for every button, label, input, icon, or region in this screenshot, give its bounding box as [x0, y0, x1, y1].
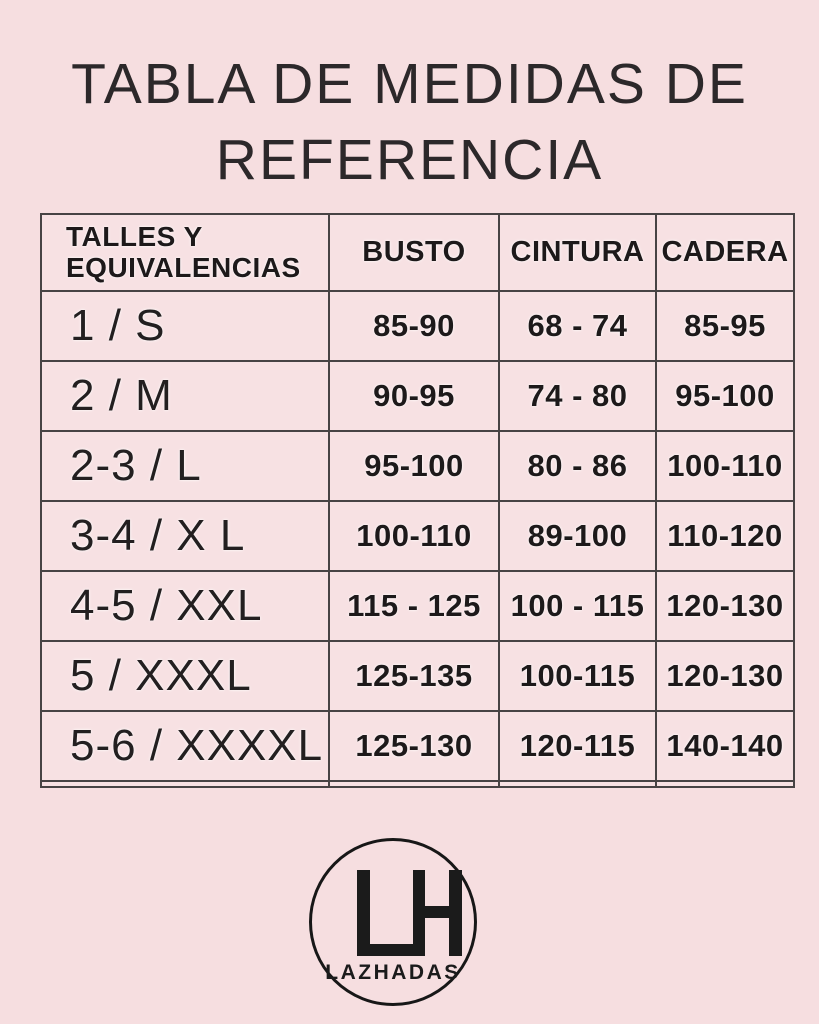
cadera-cell: 110-120	[655, 500, 795, 572]
cintura-cell: 74 - 80	[498, 360, 657, 432]
page-title-line-2: REFERENCIA	[215, 128, 604, 192]
header-talles-equivalencias: TALLES Y EQUIVALENCIAS	[40, 213, 330, 292]
header-cadera: CADERA	[655, 213, 795, 292]
table-header-row: TALLES Y EQUIVALENCIAS BUSTO CINTURA CAD…	[40, 213, 795, 292]
lh-monogram-icon	[357, 870, 462, 956]
cadera-cell: 85-95	[655, 290, 795, 362]
page-title-line-1: TABLA DE MEDIDAS DE	[71, 52, 748, 116]
busto-cell: 100-110	[328, 500, 500, 572]
table-row: 5-6 / XXXXL 125-130 120-115 140-140	[40, 710, 795, 782]
table-row: 4-5 / XXL 115 - 125 100 - 115 120-130	[40, 570, 795, 642]
size-cell: 2 / M	[40, 360, 330, 432]
cintura-cell: 120-115	[498, 710, 657, 782]
busto-cell: 125-135	[328, 640, 500, 712]
cadera-cell: 120-130	[655, 570, 795, 642]
table-row: 3-4 / X L 100-110 89-100 110-120	[40, 500, 795, 572]
header-cintura: CINTURA	[498, 213, 657, 292]
busto-cell: 115 - 125	[328, 570, 500, 642]
cintura-cell: 89-100	[498, 500, 657, 572]
table-row: 5 / XXXL 125-135 100-115 120-130	[40, 640, 795, 712]
size-cell: 5 / XXXL	[40, 640, 330, 712]
cadera-cell: 120-130	[655, 640, 795, 712]
brand-logo: LAZHADAS	[309, 838, 477, 1006]
cintura-cell: 100 - 115	[498, 570, 657, 642]
size-cell: 4-5 / XXL	[40, 570, 330, 642]
header-size-line-2: EQUIVALENCIAS	[66, 251, 301, 283]
table-row: 2 / M 90-95 74 - 80 95-100	[40, 360, 795, 432]
table-row: 1 / S 85-90 68 - 74 85-95	[40, 290, 795, 362]
cintura-cell: 80 - 86	[498, 430, 657, 502]
busto-cell: 90-95	[328, 360, 500, 432]
header-size-line-1: TALLES Y	[66, 220, 203, 252]
cropped-empty-row	[40, 780, 795, 788]
busto-cell: 95-100	[328, 430, 500, 502]
size-cell: 1 / S	[40, 290, 330, 362]
size-reference-table: TALLES Y EQUIVALENCIAS BUSTO CINTURA CAD…	[40, 213, 795, 788]
cintura-cell: 68 - 74	[498, 290, 657, 362]
cadera-cell: 100-110	[655, 430, 795, 502]
size-cell: 3-4 / X L	[40, 500, 330, 572]
busto-cell: 85-90	[328, 290, 500, 362]
brand-name: LAZHADAS	[325, 961, 461, 984]
size-cell: 2-3 / L	[40, 430, 330, 502]
header-busto: BUSTO	[328, 213, 500, 292]
cadera-cell: 140-140	[655, 710, 795, 782]
page-title: TABLA DE MEDIDAS DE REFERENCIA	[0, 46, 819, 198]
cintura-cell: 100-115	[498, 640, 657, 712]
size-cell: 5-6 / XXXXL	[40, 710, 330, 782]
table-row: 2-3 / L 95-100 80 - 86 100-110	[40, 430, 795, 502]
busto-cell: 125-130	[328, 710, 500, 782]
cadera-cell: 95-100	[655, 360, 795, 432]
